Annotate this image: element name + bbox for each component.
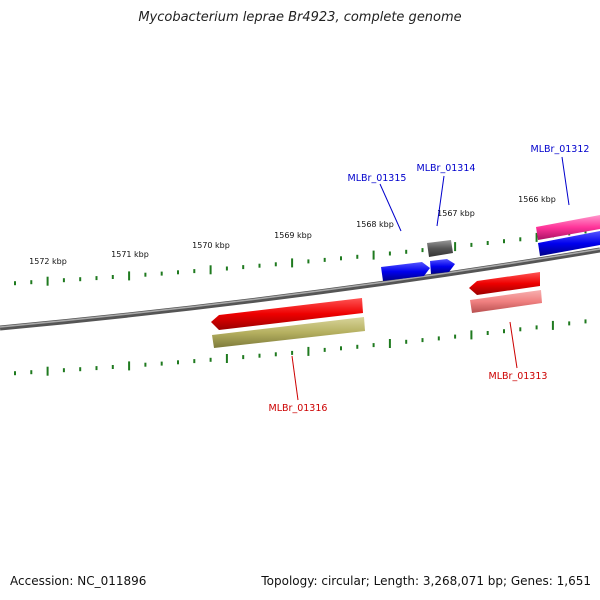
label-leader-line <box>509 321 518 369</box>
gene-feature[interactable] <box>538 231 600 256</box>
label-leader-line <box>436 175 445 227</box>
gene-feature[interactable] <box>427 240 453 257</box>
label-leader-line <box>291 355 299 401</box>
ruler-ticks-bottom <box>14 319 587 376</box>
gene-mlbr-01314[interactable] <box>427 240 455 274</box>
gene-feature[interactable] <box>211 298 363 330</box>
accession-label: Accession: NC_011896 <box>10 574 147 588</box>
gene-feature[interactable] <box>212 317 365 348</box>
ruler-label-1570: 1570 kbp <box>192 241 230 250</box>
gene-label-mlbr-01315: MLBr_01315 <box>348 173 407 184</box>
ruler-label-1566: 1566 kbp <box>518 195 556 204</box>
ruler-label-1571: 1571 kbp <box>111 250 149 259</box>
label-leader-line <box>379 183 402 232</box>
gene-label-mlbr-01314: MLBr_01314 <box>417 163 476 174</box>
gene-feature[interactable] <box>470 290 542 313</box>
gene-mlbr-01313[interactable] <box>469 272 542 313</box>
gene-mlbr-01315[interactable] <box>381 262 430 281</box>
genome-backbone <box>0 247 600 331</box>
ruler-label-1569: 1569 kbp <box>274 231 312 240</box>
gene-feature[interactable] <box>536 215 600 240</box>
gene-feature[interactable] <box>469 272 540 295</box>
gene-mlbr-01312[interactable] <box>536 215 600 256</box>
genome-summary: Topology: circular; Length: 3,268,071 bp… <box>261 574 591 588</box>
gene-label-mlbr-01313: MLBr_01313 <box>489 371 548 382</box>
label-leader-line <box>561 156 570 206</box>
gene-label-mlbr-01312: MLBr_01312 <box>531 144 590 155</box>
gene-feature[interactable] <box>430 259 455 274</box>
ruler-label-1572: 1572 kbp <box>29 257 67 266</box>
ruler-label-1568: 1568 kbp <box>356 220 394 229</box>
gene-mlbr-01316[interactable] <box>211 298 365 348</box>
gene-label-mlbr-01316: MLBr_01316 <box>269 403 328 414</box>
ruler-label-1567: 1567 kbp <box>437 209 475 218</box>
gene-feature[interactable] <box>381 262 430 281</box>
map-title: Mycobacterium leprae Br4923, complete ge… <box>138 10 462 25</box>
